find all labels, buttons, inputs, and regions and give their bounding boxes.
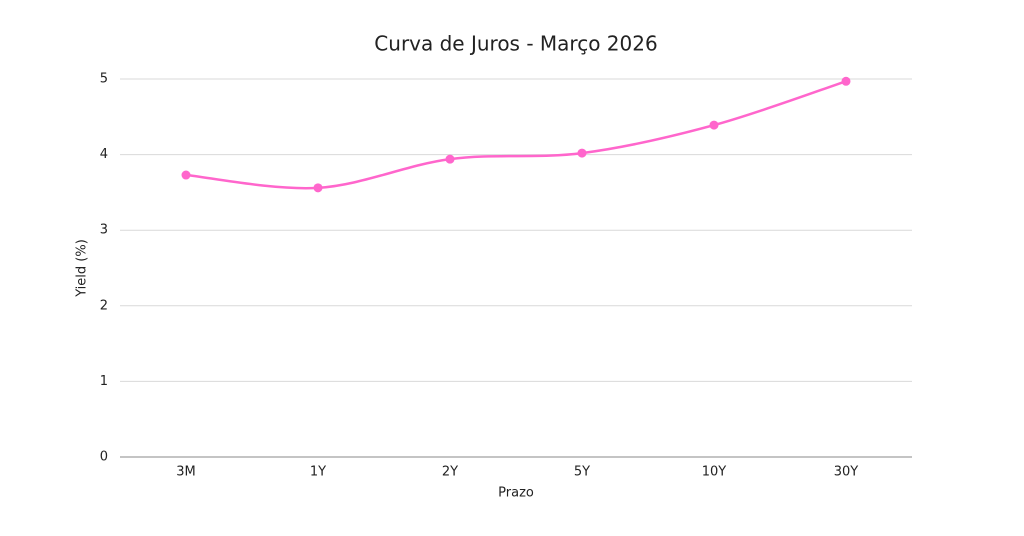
y-tick-label: 1	[100, 374, 108, 389]
x-tick-label: 10Y	[702, 465, 727, 480]
point	[577, 148, 587, 158]
y-tick-label: 0	[100, 450, 108, 465]
x-tick-label: 3M	[176, 465, 196, 480]
line	[185, 80, 847, 190]
y-axis-label: Yield (%)	[75, 239, 90, 298]
y-tick-label: 4	[100, 147, 108, 162]
y-tick-label: 5	[100, 72, 108, 87]
point	[313, 183, 323, 193]
x-tick-label: 1Y	[310, 465, 326, 480]
x-tick-label: 5Y	[574, 465, 590, 480]
point	[841, 76, 851, 86]
x-axis-label: Prazo	[498, 486, 534, 501]
point	[181, 170, 191, 180]
point	[445, 154, 455, 164]
x-tick-label: 30Y	[834, 465, 859, 480]
chart-title: Curva de Juros - Março 2026	[374, 32, 657, 56]
y-tick-label: 3	[100, 223, 108, 238]
x-tick-label: 2Y	[442, 465, 458, 480]
point	[709, 120, 719, 130]
y-tick-label: 2	[100, 298, 108, 313]
